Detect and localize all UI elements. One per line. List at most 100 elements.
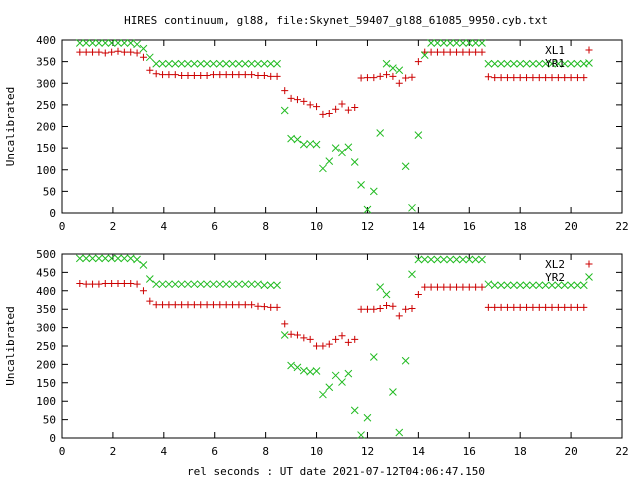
data-point bbox=[101, 49, 109, 57]
data-point bbox=[401, 356, 410, 365]
data-point bbox=[178, 71, 186, 79]
data-point bbox=[171, 280, 180, 289]
data-point bbox=[350, 406, 359, 415]
data-point bbox=[114, 39, 122, 47]
data-point bbox=[554, 281, 563, 290]
data-point bbox=[139, 287, 147, 295]
data-point bbox=[325, 110, 333, 118]
data-point bbox=[247, 59, 256, 68]
data-point bbox=[152, 301, 160, 309]
data-point bbox=[459, 255, 467, 264]
data-point bbox=[389, 72, 397, 80]
data-point bbox=[254, 302, 262, 310]
data-point bbox=[471, 255, 480, 264]
data-point bbox=[478, 39, 486, 47]
data-point bbox=[145, 275, 154, 283]
data-point bbox=[222, 71, 230, 79]
y-tick-label: 0 bbox=[49, 432, 56, 445]
data-point bbox=[95, 48, 103, 56]
y-tick-label: 0 bbox=[49, 207, 56, 220]
data-point bbox=[471, 39, 480, 47]
data-point bbox=[293, 331, 301, 339]
data-point bbox=[376, 72, 384, 80]
data-point bbox=[190, 71, 198, 79]
data-point bbox=[395, 66, 404, 75]
data-point bbox=[491, 74, 499, 82]
y-tick-label: 200 bbox=[36, 121, 56, 134]
data-point bbox=[152, 280, 161, 289]
data-point bbox=[120, 254, 129, 263]
data-point bbox=[203, 301, 211, 309]
y-tick-label: 300 bbox=[36, 322, 56, 335]
data-point bbox=[522, 59, 531, 68]
data-point bbox=[228, 280, 237, 289]
data-point bbox=[247, 280, 256, 289]
x-tick-label: 0 bbox=[59, 220, 66, 233]
data-point bbox=[338, 378, 346, 386]
data-point bbox=[133, 280, 141, 288]
data-point bbox=[178, 301, 186, 309]
data-point bbox=[344, 143, 353, 152]
data-point bbox=[382, 59, 391, 68]
x-tick-label: 20 bbox=[564, 445, 577, 458]
data-point bbox=[287, 134, 295, 143]
data-point bbox=[395, 79, 403, 87]
data-point bbox=[446, 39, 455, 47]
data-point bbox=[529, 303, 537, 311]
data-point bbox=[241, 59, 250, 68]
data-point bbox=[287, 361, 295, 370]
data-point bbox=[350, 158, 359, 166]
series-YR1 bbox=[75, 39, 588, 214]
data-point bbox=[338, 332, 346, 340]
data-point bbox=[82, 48, 90, 56]
data-point bbox=[332, 105, 340, 113]
data-point bbox=[484, 73, 492, 81]
data-point bbox=[159, 301, 167, 309]
x-tick-label: 8 bbox=[262, 220, 269, 233]
data-point bbox=[408, 270, 416, 279]
data-point bbox=[260, 71, 268, 79]
data-point bbox=[472, 283, 480, 291]
y-tick-label: 100 bbox=[36, 395, 56, 408]
data-point bbox=[267, 72, 275, 80]
data-point bbox=[209, 59, 218, 68]
data-point bbox=[560, 281, 569, 290]
data-point bbox=[120, 39, 129, 47]
data-point bbox=[561, 303, 569, 311]
data-point bbox=[376, 304, 384, 312]
data-point bbox=[95, 39, 103, 47]
data-point bbox=[319, 342, 327, 350]
data-point bbox=[254, 59, 262, 68]
data-point bbox=[541, 59, 550, 68]
data-point bbox=[427, 48, 435, 56]
data-point bbox=[146, 297, 154, 305]
legend-label: YR2 bbox=[545, 271, 565, 284]
data-point bbox=[184, 280, 192, 289]
data-point bbox=[280, 331, 289, 339]
data-point bbox=[171, 301, 179, 309]
data-point bbox=[344, 106, 352, 114]
data-point bbox=[254, 280, 262, 289]
data-point bbox=[478, 283, 486, 291]
data-point bbox=[516, 59, 525, 68]
data-point bbox=[535, 281, 544, 290]
data-point bbox=[509, 281, 518, 290]
x-axis-label: rel seconds : UT date 2021-07-12T04:06:4… bbox=[187, 465, 485, 478]
data-point bbox=[433, 283, 441, 291]
legend-label: XL1 bbox=[545, 44, 565, 57]
data-point bbox=[133, 255, 141, 264]
data-point bbox=[241, 280, 250, 289]
x-tick-label: 16 bbox=[463, 445, 476, 458]
data-point bbox=[548, 281, 556, 290]
x-tick-label: 14 bbox=[412, 445, 426, 458]
data-point bbox=[127, 279, 135, 287]
y-tick-label: 400 bbox=[36, 285, 56, 298]
data-point bbox=[523, 303, 531, 311]
data-point bbox=[542, 303, 550, 311]
data-point bbox=[491, 303, 499, 311]
x-tick-label: 4 bbox=[161, 220, 168, 233]
x-tick-label: 14 bbox=[412, 220, 426, 233]
plot-frame bbox=[61, 253, 623, 439]
data-point bbox=[222, 280, 231, 289]
